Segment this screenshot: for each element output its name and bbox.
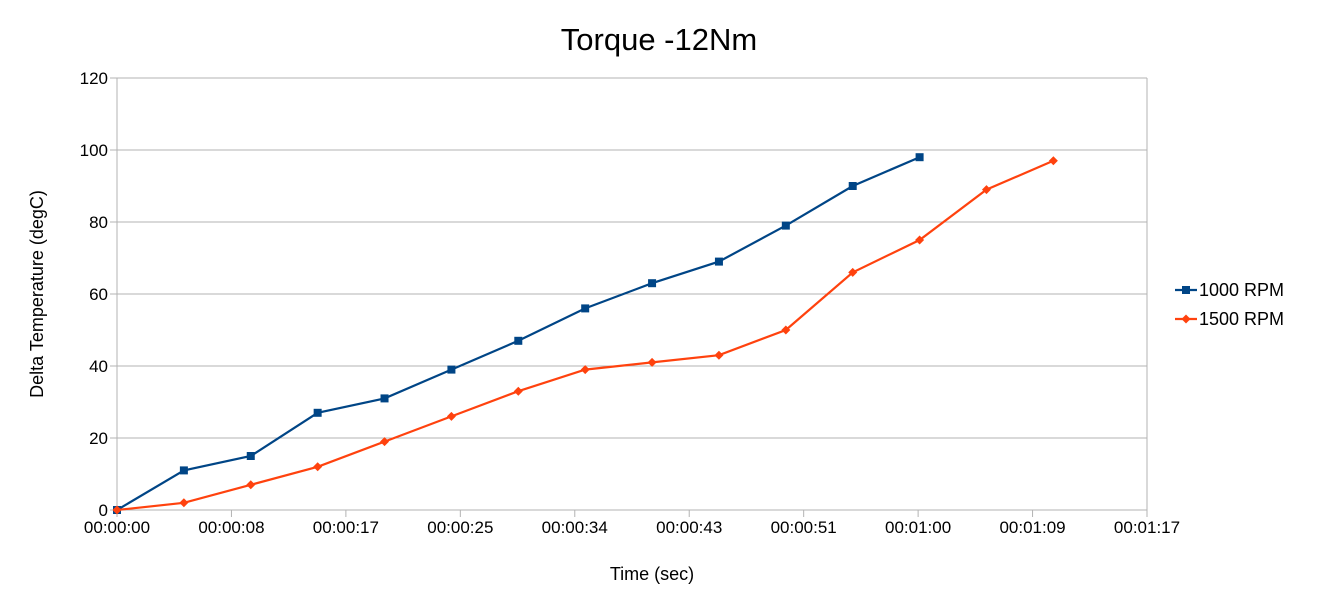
x-tick-label: 00:01:00: [885, 518, 951, 537]
legend-marker-2: [1181, 314, 1191, 324]
data-point-series-1: [179, 466, 188, 475]
data-point-series-2: [380, 437, 390, 447]
x-axis-ticks: 00:00:00 00:00:08 00:00:17 00:00:25 00:00:34…: [84, 510, 1180, 537]
series-layer: [112, 153, 1058, 515]
data-point-series-2: [915, 235, 925, 245]
legend-marker-1: [1182, 286, 1190, 294]
data-point-series-2: [179, 498, 189, 508]
x-tick-label: 00:00:17: [313, 518, 379, 537]
data-point-series-1: [915, 153, 924, 162]
data-point-series-1: [781, 221, 790, 230]
x-tick-label: 00:00:08: [198, 518, 264, 537]
data-point-series-1: [581, 304, 590, 313]
data-point-series-2: [781, 325, 791, 335]
x-tick-label: 00:00:25: [427, 518, 493, 537]
y-tick-label: 20: [89, 429, 108, 448]
data-point-series-2: [112, 505, 122, 515]
series-line-2: [116, 159, 1054, 512]
y-tick-label: 0: [99, 501, 108, 520]
data-point-series-2: [1048, 156, 1058, 166]
chart-title: Torque -12Nm: [561, 22, 757, 57]
legend-label-1: 1000 RPM: [1199, 280, 1284, 300]
y-axis-title: Delta Temperature (degC): [27, 190, 47, 398]
data-point-series-2: [580, 365, 590, 375]
data-point-series-1: [313, 408, 322, 417]
x-tick-label: 00:00:34: [542, 518, 608, 537]
data-point-series-2: [647, 357, 657, 367]
x-axis-title: Time (sec): [610, 564, 694, 584]
grid: [117, 77, 1147, 439]
data-point-series-1: [514, 336, 523, 345]
data-point-series-1: [714, 257, 723, 266]
series-line-1: [116, 156, 921, 511]
y-tick-label: 100: [80, 141, 108, 160]
legend-label-2: 1500 RPM: [1199, 309, 1284, 329]
data-point-series-2: [246, 480, 256, 490]
data-point-series-2: [513, 386, 523, 396]
x-tick-label: 00:00:51: [771, 518, 837, 537]
data-point-series-1: [848, 182, 857, 190]
data-point-series-2: [446, 411, 456, 421]
x-tick-label: 00:00:43: [656, 518, 722, 537]
y-tick-label: 60: [89, 285, 108, 304]
data-point-series-1: [246, 452, 255, 460]
x-tick-label: 00:01:09: [999, 518, 1065, 537]
y-tick-label: 80: [89, 213, 108, 232]
x-tick-label: 00:00:00: [84, 518, 150, 537]
y-tick-label: 120: [80, 69, 108, 88]
data-point-series-2: [981, 185, 991, 195]
data-point-series-2: [848, 267, 858, 277]
data-point-series-2: [313, 462, 323, 472]
data-point-series-2: [714, 350, 724, 360]
data-point-series-1: [380, 394, 389, 403]
data-point-series-1: [648, 279, 657, 288]
y-tick-label: 40: [89, 357, 108, 376]
y-axis-ticks: 0 20 40 60 80 100 120: [80, 69, 117, 520]
x-tick-label: 00:01:17: [1114, 518, 1180, 537]
legend: 1000 RPM 1500 RPM: [1175, 280, 1284, 329]
data-point-series-1: [447, 365, 456, 374]
